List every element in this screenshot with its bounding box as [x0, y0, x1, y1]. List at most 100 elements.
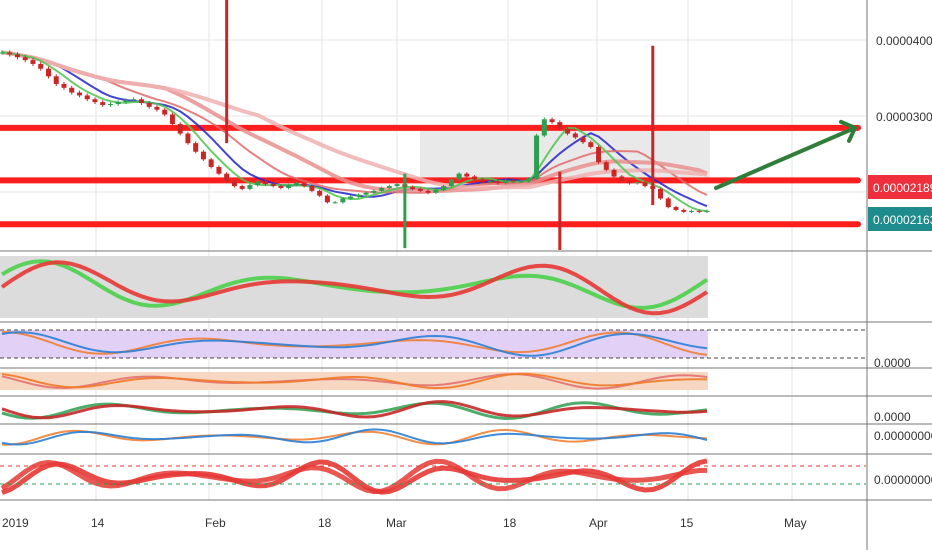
candle-body — [611, 169, 617, 177]
candle-body — [510, 180, 516, 182]
candle-body — [231, 181, 237, 187]
candle-body — [549, 119, 555, 123]
candle-body — [293, 183, 299, 186]
candle-body — [619, 176, 625, 182]
secondary-price-badge[interactable]: 0.00002163 — [868, 207, 932, 231]
candle-body — [472, 176, 478, 180]
candle-body — [45, 68, 51, 77]
candle-body — [689, 210, 695, 212]
time-label: May — [784, 516, 807, 530]
candle-body — [177, 124, 183, 134]
candle-body — [14, 54, 20, 58]
candle-body — [131, 99, 137, 101]
candle-body — [309, 186, 315, 191]
candle-body — [526, 178, 532, 182]
oscillator-main-line — [0, 260, 709, 316]
candle-body — [433, 189, 439, 193]
candle-body — [185, 133, 191, 144]
candle-body — [301, 183, 307, 187]
candle-body — [379, 187, 385, 191]
candle-body — [262, 181, 268, 185]
oscillator-main-line — [1, 400, 708, 420]
oscillator-main-line — [1, 428, 708, 446]
candle-body — [363, 192, 369, 195]
indicator-tick-label: 0.00000000 — [874, 429, 932, 443]
candle-body — [162, 109, 168, 115]
grid-lines — [0, 0, 866, 500]
moving-average-line — [1, 51, 708, 208]
candle-body — [371, 190, 377, 193]
candle-body — [208, 159, 214, 167]
time-label: 2019 — [2, 516, 29, 530]
candle-body — [355, 194, 361, 197]
candle-body — [495, 181, 501, 184]
projection-arrow-head — [839, 119, 857, 143]
candle-body — [239, 186, 245, 189]
candle-body — [588, 142, 594, 147]
candle-body — [216, 166, 222, 174]
candle-body — [340, 198, 346, 203]
candle-body — [22, 57, 28, 61]
moving-average-line — [1, 51, 708, 196]
candle-body — [138, 99, 144, 104]
candle-body — [200, 151, 206, 160]
projection-arrow-shaft — [714, 125, 857, 190]
candle-body — [665, 198, 671, 208]
candle-body — [255, 181, 261, 186]
candle-body — [464, 173, 470, 177]
candle-body — [479, 179, 485, 183]
candle-body — [53, 76, 59, 84]
moving-average-line — [1, 50, 708, 190]
oscillator-panes — [0, 256, 866, 495]
candle-body — [441, 186, 447, 190]
candle-body — [348, 196, 354, 199]
candle-body — [681, 209, 687, 212]
candle-body — [673, 207, 679, 210]
candle-body — [534, 135, 540, 179]
projection-arrow[interactable] — [714, 119, 857, 190]
time-label: 18 — [503, 516, 517, 530]
candle-body — [634, 182, 640, 184]
candle-body — [224, 173, 230, 182]
current-price-badge[interactable]: 0.00002189 — [868, 175, 932, 199]
candlestick-series — [0, 0, 710, 250]
candle-body — [61, 83, 67, 88]
candle-body — [704, 210, 710, 212]
candle-body — [115, 102, 121, 105]
candle-body — [146, 103, 152, 107]
candle-body — [696, 210, 702, 212]
candle-body — [627, 181, 633, 184]
candle-body — [7, 52, 13, 55]
candle-body — [572, 133, 578, 138]
candle-body — [324, 195, 330, 203]
candle-body — [84, 95, 90, 100]
candle-body — [487, 181, 493, 183]
candle-body — [69, 87, 75, 93]
candle-body — [0, 52, 5, 54]
oscillator-main-line — [1, 331, 708, 357]
candle-body — [38, 63, 44, 69]
time-label: 14 — [91, 516, 105, 530]
indicator-tick-label: 0.0000 — [874, 410, 911, 424]
candle-body — [169, 114, 175, 125]
time-label: Apr — [589, 516, 608, 530]
oscillator-main-line — [1, 372, 708, 390]
candle-body — [332, 202, 338, 204]
candle-body — [76, 92, 82, 96]
candle-body — [154, 106, 160, 110]
candle-body — [394, 184, 400, 187]
indicator-tick-label: 0.00000000 — [874, 473, 932, 487]
oscillator-main-line — [1, 458, 708, 495]
secondary-price-text: 0.00002163 — [873, 213, 932, 227]
candle-body — [417, 188, 423, 191]
candle-body — [658, 188, 664, 199]
candle-body — [541, 119, 547, 136]
candle-body — [642, 182, 648, 187]
candle-body — [448, 179, 454, 187]
time-label: 18 — [318, 516, 332, 530]
